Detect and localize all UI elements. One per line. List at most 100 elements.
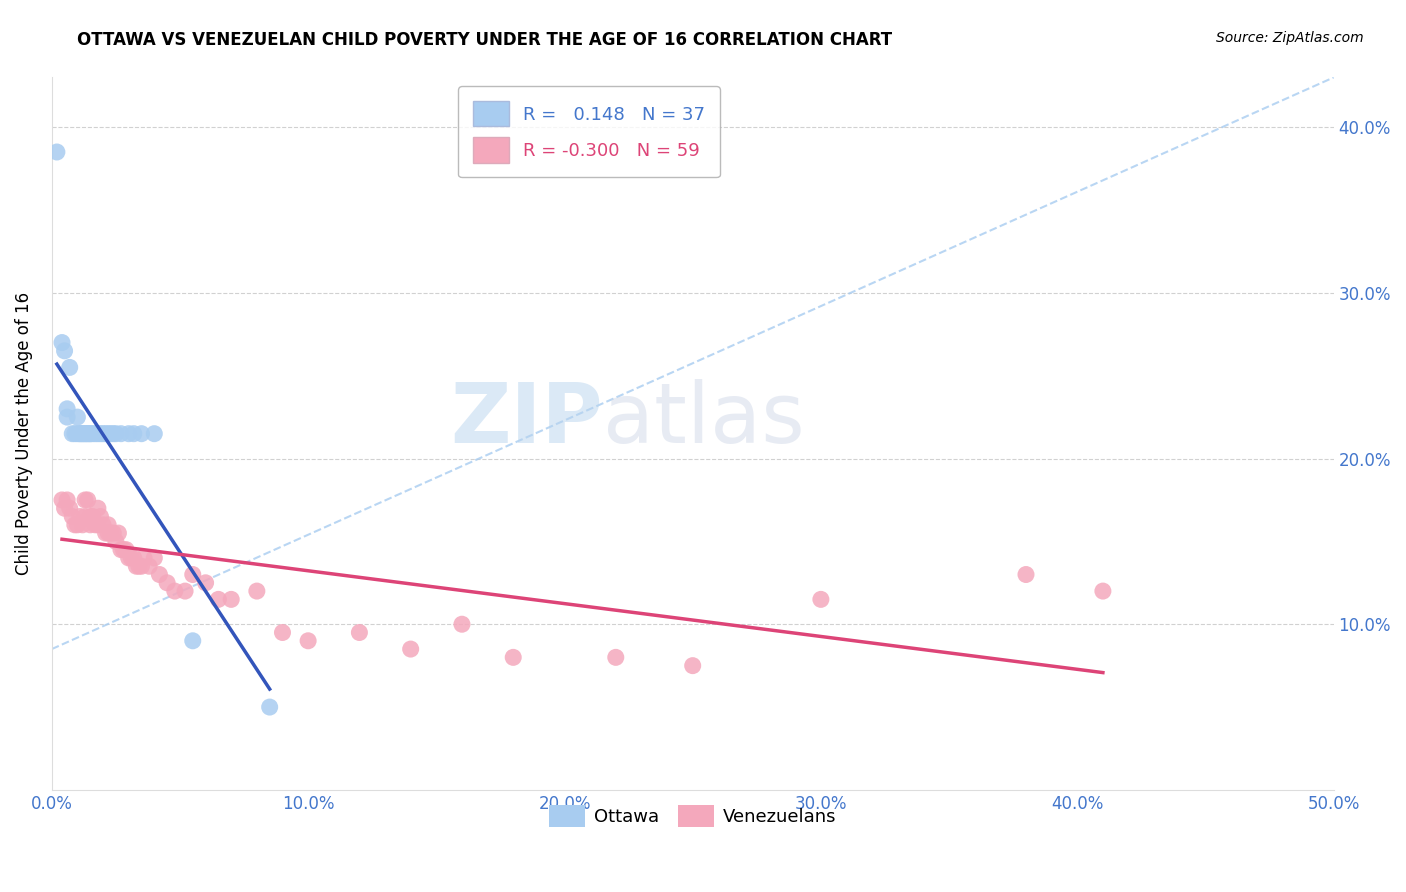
Point <box>110 542 132 557</box>
Point <box>60 509 83 524</box>
Point <box>66 517 89 532</box>
Point <box>79 426 101 441</box>
Point <box>682 658 704 673</box>
Point <box>118 551 141 566</box>
Y-axis label: Child Poverty Under the Age of 16: Child Poverty Under the Age of 16 <box>15 292 32 575</box>
Point <box>59 360 82 375</box>
Point <box>91 426 114 441</box>
Point <box>112 542 135 557</box>
Point <box>79 517 101 532</box>
Point <box>82 426 104 441</box>
Point <box>60 426 83 441</box>
Legend: Ottawa, Venezuelans: Ottawa, Venezuelans <box>541 797 844 834</box>
Text: Source: ZipAtlas.com: Source: ZipAtlas.com <box>1216 31 1364 45</box>
Point <box>89 509 111 524</box>
Point <box>181 567 204 582</box>
Point <box>56 410 79 425</box>
Point <box>207 592 229 607</box>
Point <box>84 517 107 532</box>
Point <box>115 542 138 557</box>
Point <box>75 426 97 441</box>
Point <box>118 426 141 441</box>
Point <box>1015 567 1038 582</box>
Point <box>72 517 94 532</box>
Point <box>349 625 371 640</box>
Text: atlas: atlas <box>603 379 804 460</box>
Point <box>110 426 132 441</box>
Point <box>53 343 76 358</box>
Point <box>76 426 98 441</box>
Point <box>148 567 170 582</box>
Point <box>69 509 91 524</box>
Point <box>451 617 474 632</box>
Point <box>63 426 86 441</box>
Point <box>87 426 110 441</box>
Point <box>76 492 98 507</box>
Point <box>53 501 76 516</box>
Point <box>297 633 319 648</box>
Point <box>59 501 82 516</box>
Point <box>174 584 197 599</box>
Point <box>91 517 114 532</box>
Point <box>69 426 91 441</box>
Point <box>94 526 117 541</box>
Point <box>143 551 166 566</box>
Point <box>72 426 94 441</box>
Point <box>605 650 627 665</box>
Point <box>122 426 145 441</box>
Point <box>246 584 269 599</box>
Point <box>810 592 832 607</box>
Point <box>132 551 155 566</box>
Point <box>399 642 422 657</box>
Point <box>104 534 127 549</box>
Point <box>156 575 179 590</box>
Point <box>219 592 242 607</box>
Point <box>79 509 101 524</box>
Point <box>100 526 122 541</box>
Point <box>89 426 111 441</box>
Point <box>94 426 117 441</box>
Point <box>125 559 148 574</box>
Point <box>75 492 97 507</box>
Text: ZIP: ZIP <box>450 379 603 460</box>
Point <box>45 145 67 159</box>
Point <box>163 584 186 599</box>
Point <box>66 410 89 425</box>
Point <box>107 526 129 541</box>
Point <box>75 426 97 441</box>
Point <box>79 426 101 441</box>
Point <box>131 426 153 441</box>
Point <box>97 426 120 441</box>
Point <box>104 426 127 441</box>
Point <box>131 559 153 574</box>
Point <box>82 509 104 524</box>
Point <box>56 401 79 416</box>
Point <box>63 517 86 532</box>
Point <box>259 700 281 714</box>
Point <box>84 426 107 441</box>
Point <box>87 517 110 532</box>
Point <box>122 551 145 566</box>
Point <box>120 551 142 566</box>
Point <box>97 517 120 532</box>
Point <box>87 501 110 516</box>
Point <box>502 650 524 665</box>
Point <box>181 633 204 648</box>
Point <box>56 492 79 507</box>
Point <box>100 426 122 441</box>
Point <box>76 426 98 441</box>
Point <box>69 426 91 441</box>
Point <box>75 509 97 524</box>
Point <box>97 526 120 541</box>
Point <box>103 526 125 541</box>
Point <box>138 559 160 574</box>
Point <box>143 426 166 441</box>
Point <box>1091 584 1114 599</box>
Text: OTTAWA VS VENEZUELAN CHILD POVERTY UNDER THE AGE OF 16 CORRELATION CHART: OTTAWA VS VENEZUELAN CHILD POVERTY UNDER… <box>77 31 893 49</box>
Point <box>51 492 73 507</box>
Point <box>271 625 294 640</box>
Point <box>66 426 89 441</box>
Point <box>51 335 73 350</box>
Point <box>194 575 217 590</box>
Point <box>72 426 94 441</box>
